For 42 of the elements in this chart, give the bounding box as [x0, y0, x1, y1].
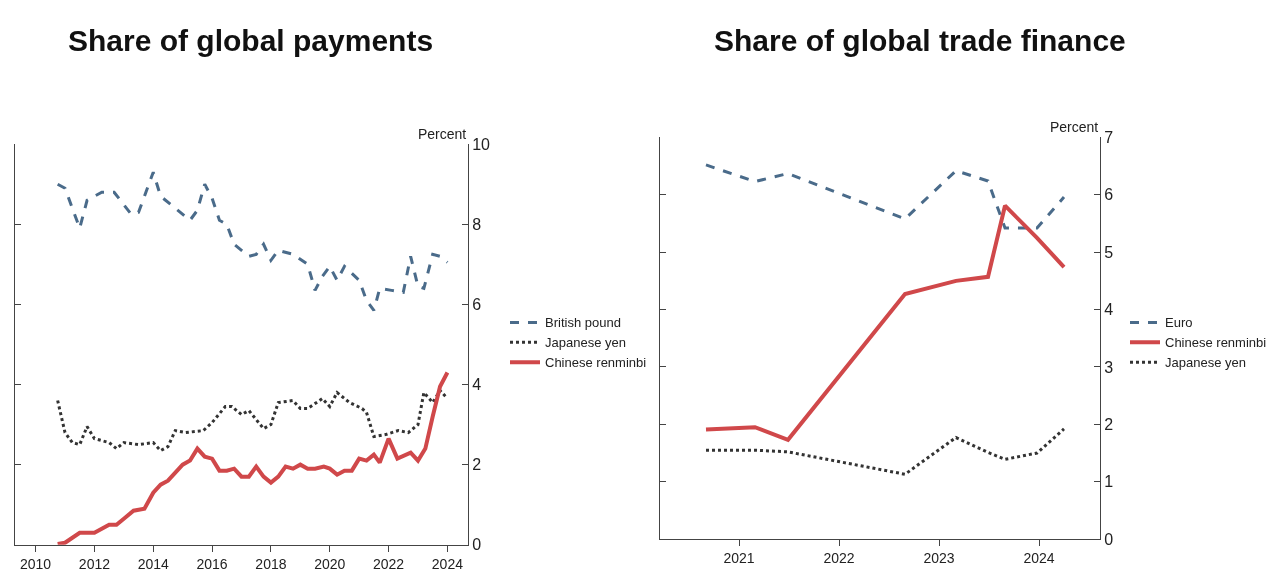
line-series — [56, 170, 449, 312]
x-tick-label: 2018 — [255, 555, 287, 572]
y-tick-label: 10 — [472, 135, 491, 153]
chart-title: Share of global payments — [68, 24, 434, 57]
y-tick-label: 4 — [472, 376, 482, 394]
y-axis-title: Percent — [1050, 119, 1099, 135]
line-series — [704, 203, 1066, 442]
x-tick-label: 2024 — [1023, 549, 1055, 566]
x-tick-label: 2010 — [20, 555, 52, 572]
legend-label: Japanese yen — [545, 335, 626, 351]
line-series — [56, 389, 449, 453]
y-tick-label: 6 — [472, 295, 482, 313]
y-tick-label: 4 — [1104, 301, 1114, 319]
legend-label: Euro — [1165, 315, 1193, 331]
legend-label: Chinese renminbi — [545, 355, 647, 371]
y-tick-label: 0 — [472, 536, 482, 554]
line-series — [704, 163, 1066, 230]
chart-title: Share of global trade finance — [714, 24, 1126, 57]
x-tick-label: 2024 — [431, 555, 464, 572]
y-tick-label: 6 — [1104, 186, 1114, 204]
y-tick-label: 1 — [1104, 473, 1114, 491]
y-axis-title: Percent — [418, 126, 467, 142]
y-tick-label: 3 — [1104, 358, 1114, 376]
x-tick-label: 2012 — [78, 555, 111, 572]
y-tick-label: 7 — [1104, 128, 1114, 146]
y-tick-label: 0 — [1104, 530, 1114, 548]
x-tick-label: 2020 — [314, 555, 346, 572]
x-tick-label: 2023 — [923, 549, 955, 566]
x-tick-label: 2021 — [723, 549, 755, 566]
y-tick-label: 8 — [472, 215, 482, 233]
legend-label: British pound — [545, 315, 621, 331]
y-tick-label: 5 — [1104, 243, 1114, 261]
y-tick-label: 2 — [1104, 415, 1114, 433]
legend-label: Japanese yen — [1165, 355, 1246, 371]
y-tick-label: 2 — [472, 456, 482, 474]
x-tick-label: 2022 — [373, 555, 405, 572]
x-tick-label: 2022 — [823, 549, 855, 566]
line-series — [704, 427, 1066, 476]
legend-label: Chinese renminbi — [1165, 335, 1267, 351]
line-series — [55, 370, 450, 545]
x-tick-label: 2014 — [137, 555, 170, 572]
x-tick-label: 2016 — [196, 555, 228, 572]
